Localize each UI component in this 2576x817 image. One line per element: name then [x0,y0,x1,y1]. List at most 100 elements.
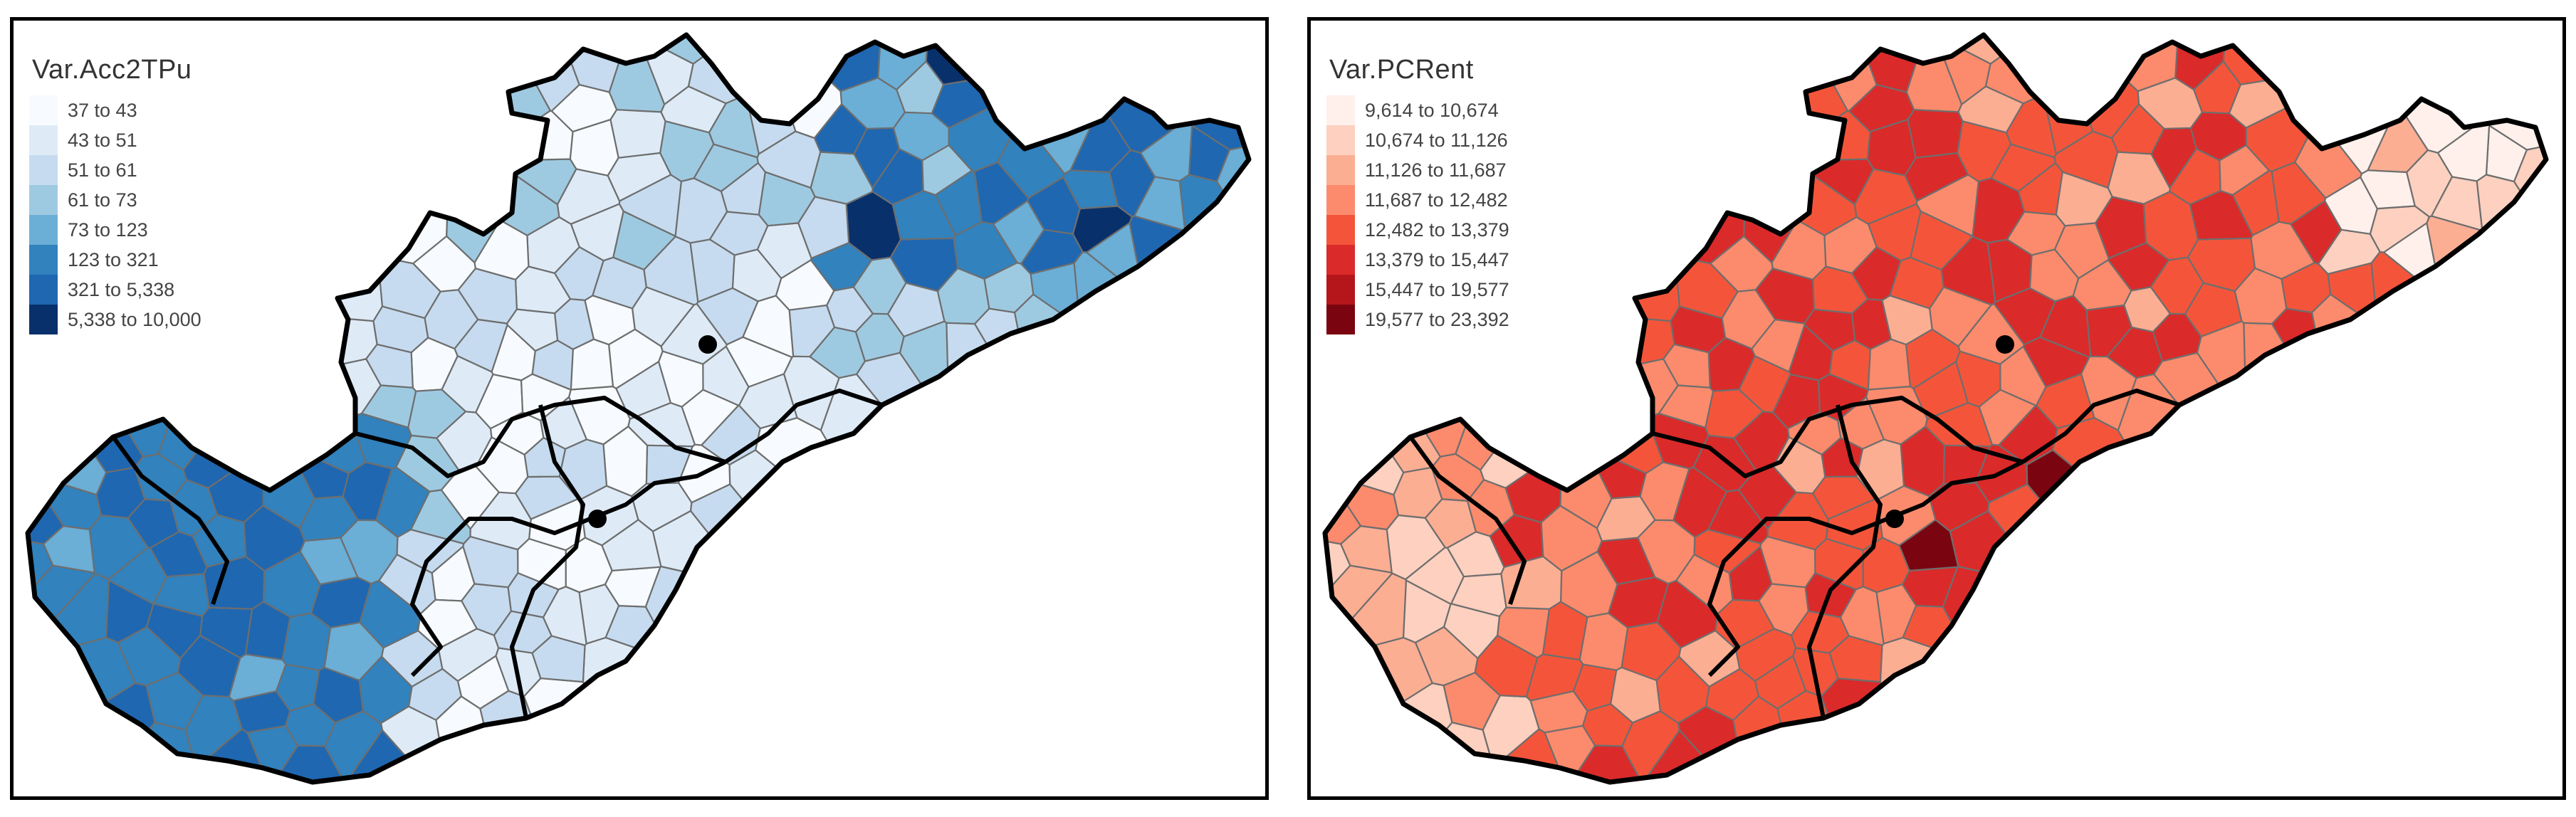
map-region [1772,374,1821,430]
map-region [797,196,850,259]
legend-label: 43 to 51 [68,129,137,151]
map-region [203,555,266,610]
map-region [1942,565,2375,782]
map-region [645,444,693,485]
district-boundary [1408,436,1527,605]
map-region [1500,555,1563,610]
map-region [2219,144,2271,196]
legend-swatch [1326,155,1355,185]
district-boundary [410,460,727,678]
legend-item: 12,482 to 13,379 [1326,215,1509,245]
map-region [631,482,693,532]
legend-swatch [29,215,58,245]
map-region [1424,498,1477,549]
legend-swatch [29,245,58,275]
legend-swatch [1326,275,1355,305]
map-region [1820,678,1939,782]
map-region [1957,85,2024,134]
legend-label: 9,614 to 10,674 [1365,99,1499,121]
legend-item: 5,338 to 10,000 [29,305,201,334]
map-region [1325,682,1453,782]
legend-item: 13,379 to 15,447 [1326,245,1509,275]
map-region [854,312,905,362]
district-boundary [1652,396,2023,478]
map-regions [28,35,1249,782]
map-region [1928,482,1990,532]
map-region [1759,535,1816,589]
map-region [1839,586,1885,646]
map-region [2017,162,2063,216]
map-region [2036,373,2095,429]
map-region [720,162,766,216]
map-region [570,338,614,391]
map-region [1450,573,1507,617]
map-region [1525,653,1584,702]
legend-swatch [29,305,58,334]
legend-item: 11,687 to 12,482 [1326,185,1509,215]
map-panel-left: Var.Acc2TPu 37 to 43 43 to 51 51 to 61 61 t… [10,17,1269,800]
legend-item: 10,674 to 11,126 [1326,125,1509,155]
map-region [93,722,197,782]
map-region [2137,77,2203,130]
map-region [531,635,586,683]
map-region [681,389,740,446]
study-area-outline [25,32,1252,785]
map-region [454,318,508,373]
legend-swatch [1326,125,1355,155]
district-boundary [111,436,229,605]
legend-swatch [29,155,58,185]
map-region [627,402,696,448]
legend-swatch [29,185,58,215]
map-region [839,77,906,130]
map-region [1705,389,1764,439]
map-region [43,525,95,574]
legend-right: Var.PCRent 9,614 to 10,674 10,674 to 11,1… [1326,55,1509,334]
map-region [299,537,359,586]
map-region [263,358,382,419]
map-region [408,668,462,721]
map-region [365,343,414,389]
study-area-outline [1322,32,2549,785]
legend-item: 73 to 123 [29,215,201,245]
map-region [1978,389,2037,446]
map-region [1663,343,1711,389]
map-region [1014,293,1249,782]
map-region [660,85,727,134]
map-region [820,373,1118,782]
legend-label: 73 to 123 [68,218,148,241]
legend-label: 51 to 61 [68,159,137,181]
map-region [2318,228,2381,275]
map-region [1560,358,1679,419]
map-region [607,152,672,202]
legend-label: 19,577 to 23,392 [1365,308,1509,330]
choropleth-map-right [1322,32,2549,785]
map-region [612,210,676,270]
map-region [28,332,108,496]
map-region [738,373,798,429]
map-region [407,389,467,439]
map-region [1020,228,1084,275]
legend-label: 13,379 to 15,447 [1365,248,1509,270]
map-region [127,498,179,549]
map-region [520,373,572,421]
map-region [1391,722,1494,782]
map-region [2243,322,2481,782]
map-region [921,144,973,196]
legend-swatch [1326,305,1355,334]
map-region [1907,109,1964,159]
legend-swatch [29,125,58,155]
map-region [153,573,210,617]
legend-item: 9,614 to 10,674 [1326,95,1509,125]
district-boundary [1707,460,2024,678]
map-region [609,109,666,159]
legend-item: 61 to 73 [29,185,201,215]
map-region [953,221,1018,280]
map-region [2095,196,2147,259]
map-region [2117,373,2415,782]
legend-item: 51 to 61 [29,155,201,185]
legend-title-right: Var.PCRent [1329,55,1474,85]
legend-label: 5,338 to 10,000 [68,308,201,330]
legend-swatch [29,95,58,125]
district-boundary [510,404,585,719]
map-region [1565,744,1644,782]
